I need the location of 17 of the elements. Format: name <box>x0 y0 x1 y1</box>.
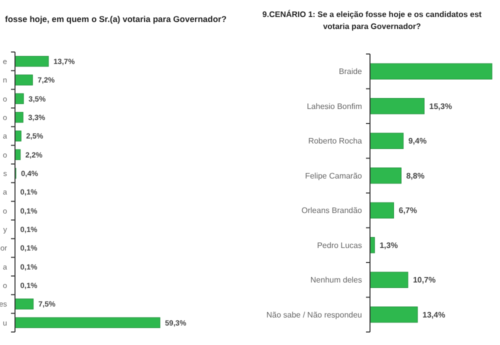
y-tick-label: Lahesio Bonfim <box>306 102 362 111</box>
data-label: 6,7% <box>398 206 417 216</box>
y-tick-label: Não sabe / Não respondeu <box>266 310 362 320</box>
data-label: 1,3% <box>380 240 398 250</box>
y-tick-label: Pedro Lucas <box>317 240 362 250</box>
chart-title: fosse hoje, em quem o Sr.(a) votaria para Governador? <box>5 14 227 24</box>
y-tick-label: Roberto Rocha <box>308 136 363 146</box>
y-tick-label: Nenhum deles <box>310 276 362 285</box>
data-label: 13,4% <box>422 310 446 320</box>
y-tick-label: Felipe Camarão <box>305 171 363 180</box>
data-label: 15,3% <box>429 102 452 111</box>
data-label: 10,7% <box>412 276 436 285</box>
y-tick-label: Orleans Brandão <box>302 206 363 216</box>
y-tick-label: Braide <box>338 67 363 76</box>
data-label: 9,4% <box>408 136 427 146</box>
chart-title: 9.CENÁRIO 1: Se a eleição fosse hoje e os candidatos est votaria para Governador? <box>262 9 482 31</box>
data-label: 8,8% <box>406 171 424 180</box>
